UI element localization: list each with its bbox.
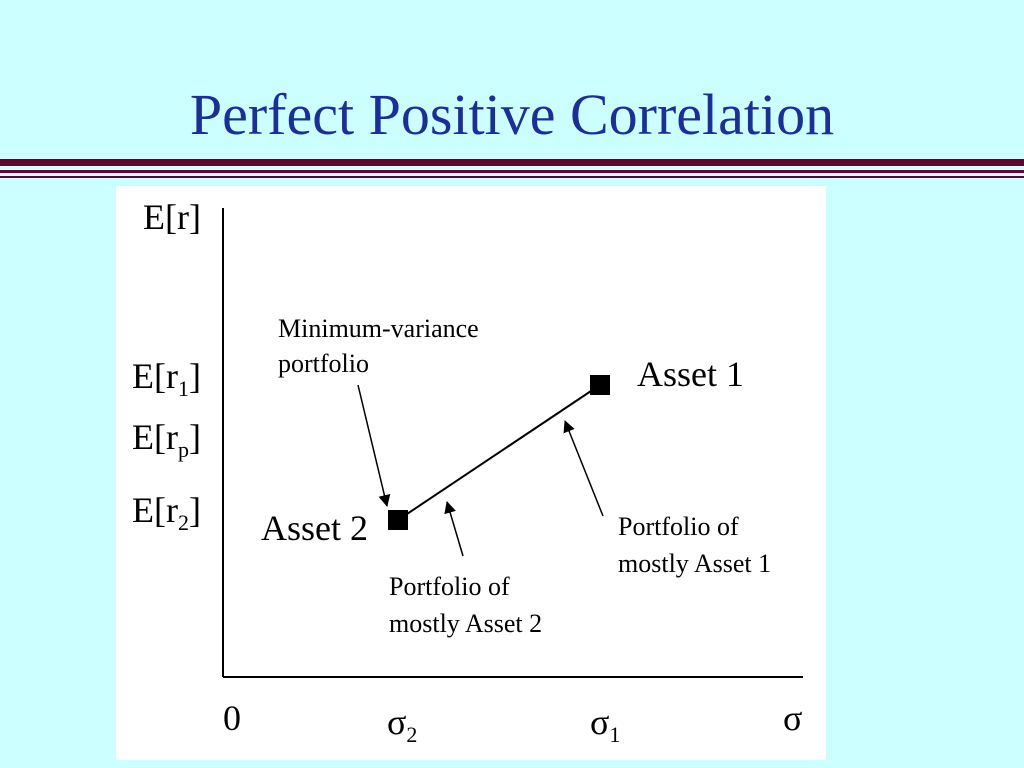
y-axis-label: E[r] <box>143 197 201 237</box>
min-variance-arrow <box>357 384 391 507</box>
y-tick-erp: E[rp] <box>132 417 201 462</box>
origin-label: 0 <box>223 698 241 738</box>
x-axis-label: σ <box>783 698 803 738</box>
y-tick-er1: E[r1] <box>132 356 201 401</box>
mostly-asset1-arrow <box>563 420 604 517</box>
divider-thick <box>0 159 1024 166</box>
x-tick-sigma1: σ1 <box>590 702 621 747</box>
asset-1-marker <box>590 375 610 395</box>
x-tick-sigma2: σ2 <box>387 702 418 747</box>
mostly-asset2-arrow <box>444 501 464 557</box>
divider-thin-2 <box>0 176 1024 178</box>
portfolio-line <box>397 384 601 521</box>
divider-thin <box>0 170 1024 173</box>
asset-2-label: Asset 2 <box>261 508 368 548</box>
diagram-panel <box>116 186 826 760</box>
min-variance-label: Minimum-variance portfolio <box>278 314 479 378</box>
slide-title: Perfect Positive Correlation <box>189 82 835 147</box>
y-tick-er2: E[r2] <box>132 490 201 535</box>
asset-1-label: Asset 1 <box>637 354 744 394</box>
asset-2-marker <box>388 510 408 530</box>
mostly-asset1-label: Portfolio of mostly Asset 1 <box>618 512 772 578</box>
mostly-asset2-label: Portfolio of mostly Asset 2 <box>389 572 543 638</box>
